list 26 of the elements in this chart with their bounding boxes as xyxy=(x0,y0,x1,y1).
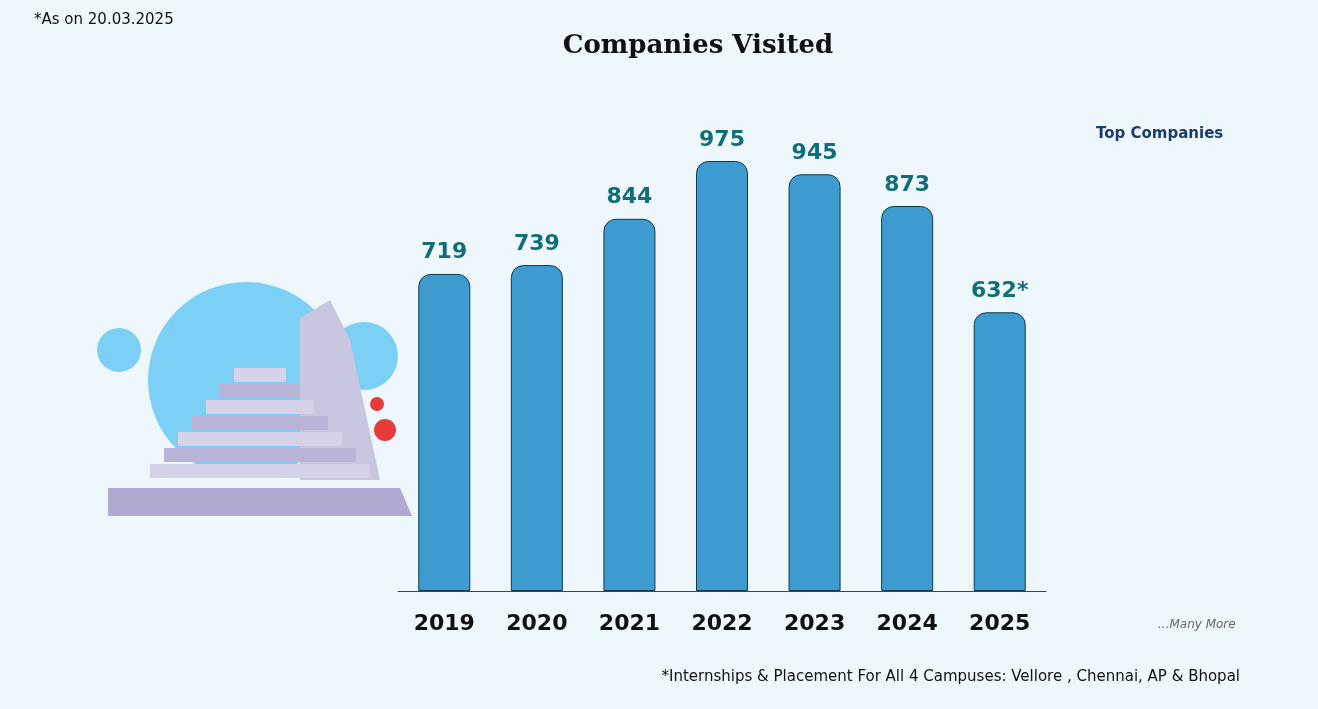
data-label: 873 xyxy=(884,170,931,196)
x-tick-label: 2022 xyxy=(691,609,753,635)
text: *Internships & Placement For All 4 Campuses: Vellore , Chennai, AP & Bhopal xyxy=(661,667,1240,685)
chart-title: Companies Visited xyxy=(562,29,834,59)
text: *As on 20.03.2025 xyxy=(34,10,174,28)
data-label: 975 xyxy=(699,125,745,151)
data-label: 844 xyxy=(606,183,653,209)
data-label: 945 xyxy=(791,138,838,164)
bar xyxy=(418,273,471,591)
bar xyxy=(603,218,656,591)
text: Top Companies xyxy=(1096,124,1224,142)
data-label: 632* xyxy=(971,276,1029,302)
x-tick-label: 2025 xyxy=(969,609,1031,635)
bar xyxy=(788,174,841,591)
data-label: 739 xyxy=(513,229,560,255)
x-tick-label: 2020 xyxy=(506,609,568,635)
x-tick-label: 2019 xyxy=(413,609,475,635)
bar xyxy=(881,206,934,591)
bar xyxy=(696,161,748,591)
data-label: 719 xyxy=(421,238,468,264)
x-tick-label: 2021 xyxy=(598,609,661,635)
x-tick-label: 2023 xyxy=(783,609,846,635)
text: ...Many More xyxy=(1158,617,1236,631)
bar xyxy=(510,265,563,591)
x-tick-label: 2024 xyxy=(876,609,938,635)
bar xyxy=(973,312,1026,591)
